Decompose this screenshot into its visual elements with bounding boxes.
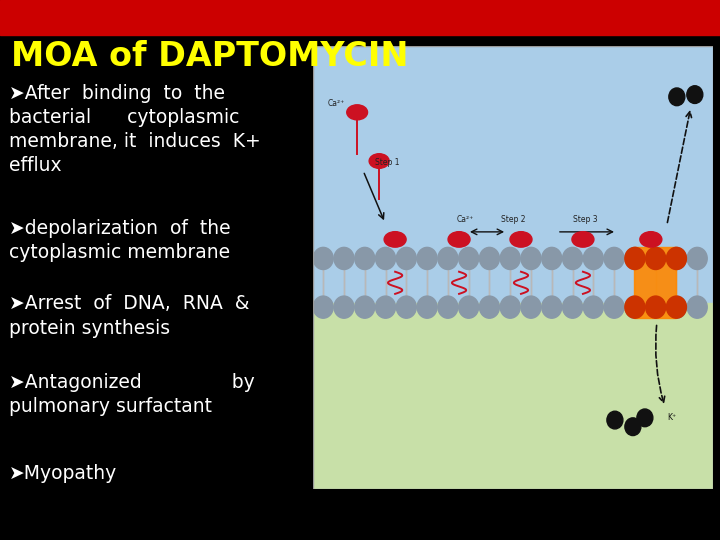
Circle shape — [583, 296, 603, 318]
Circle shape — [417, 296, 437, 318]
Circle shape — [604, 247, 624, 269]
Circle shape — [500, 296, 520, 318]
Circle shape — [396, 247, 416, 269]
Circle shape — [667, 247, 686, 269]
Text: K⁺: K⁺ — [667, 413, 676, 422]
Text: ➤Antagonized               by
pulmonary surfactant: ➤Antagonized by pulmonary surfactant — [9, 373, 254, 416]
Circle shape — [667, 296, 686, 318]
Circle shape — [646, 296, 666, 318]
Circle shape — [500, 247, 520, 269]
Circle shape — [646, 247, 666, 269]
Text: Step 1: Step 1 — [375, 158, 400, 167]
Circle shape — [687, 86, 703, 104]
Circle shape — [604, 296, 624, 318]
Circle shape — [562, 296, 582, 318]
Text: ➤Myopathy: ➤Myopathy — [9, 464, 117, 483]
Ellipse shape — [369, 154, 389, 168]
Circle shape — [480, 296, 500, 318]
Circle shape — [583, 247, 603, 269]
Circle shape — [562, 247, 582, 269]
Circle shape — [376, 296, 395, 318]
Circle shape — [459, 247, 479, 269]
Ellipse shape — [347, 105, 367, 120]
Circle shape — [521, 296, 541, 318]
Circle shape — [355, 247, 374, 269]
Circle shape — [334, 296, 354, 318]
Circle shape — [625, 247, 645, 269]
Text: Ca²⁺: Ca²⁺ — [327, 99, 344, 107]
Circle shape — [669, 88, 685, 106]
Ellipse shape — [640, 232, 662, 247]
Text: Ca²⁺: Ca²⁺ — [457, 215, 474, 224]
Circle shape — [313, 247, 333, 269]
Circle shape — [355, 296, 374, 318]
Circle shape — [541, 247, 562, 269]
Circle shape — [417, 247, 437, 269]
Text: ➤depolarization  of  the
cytoplasmic membrane: ➤depolarization of the cytoplasmic membr… — [9, 219, 230, 262]
Circle shape — [637, 409, 653, 427]
Bar — [634, 247, 676, 318]
Ellipse shape — [510, 232, 532, 247]
Circle shape — [313, 296, 333, 318]
Circle shape — [687, 247, 707, 269]
Text: MOA of DAPTOMYCIN: MOA of DAPTOMYCIN — [11, 40, 408, 73]
Ellipse shape — [448, 232, 470, 247]
Bar — [313, 303, 713, 489]
Circle shape — [667, 247, 686, 269]
Circle shape — [334, 247, 354, 269]
Circle shape — [607, 411, 623, 429]
Circle shape — [646, 296, 666, 318]
Text: Step 2: Step 2 — [501, 215, 526, 224]
Circle shape — [480, 247, 500, 269]
Circle shape — [687, 296, 707, 318]
Circle shape — [625, 296, 645, 318]
Text: Step 3: Step 3 — [573, 215, 598, 224]
Circle shape — [667, 296, 686, 318]
Circle shape — [438, 247, 458, 269]
Bar — [313, 46, 713, 303]
Ellipse shape — [384, 232, 406, 247]
Circle shape — [459, 296, 479, 318]
Ellipse shape — [572, 232, 594, 247]
Circle shape — [376, 247, 395, 269]
Circle shape — [438, 296, 458, 318]
Circle shape — [625, 418, 641, 436]
Circle shape — [646, 247, 666, 269]
Circle shape — [541, 296, 562, 318]
Circle shape — [625, 247, 645, 269]
Circle shape — [625, 296, 645, 318]
Circle shape — [396, 296, 416, 318]
Text: ➤Arrest  of  DNA,  RNA  &
protein synthesis: ➤Arrest of DNA, RNA & protein synthesis — [9, 294, 249, 338]
Circle shape — [521, 247, 541, 269]
Text: ➤After  binding  to  the
bacterial      cytoplasmic
membrane, it  induces  K+
ef: ➤After binding to the bacterial cytoplas… — [9, 84, 261, 176]
